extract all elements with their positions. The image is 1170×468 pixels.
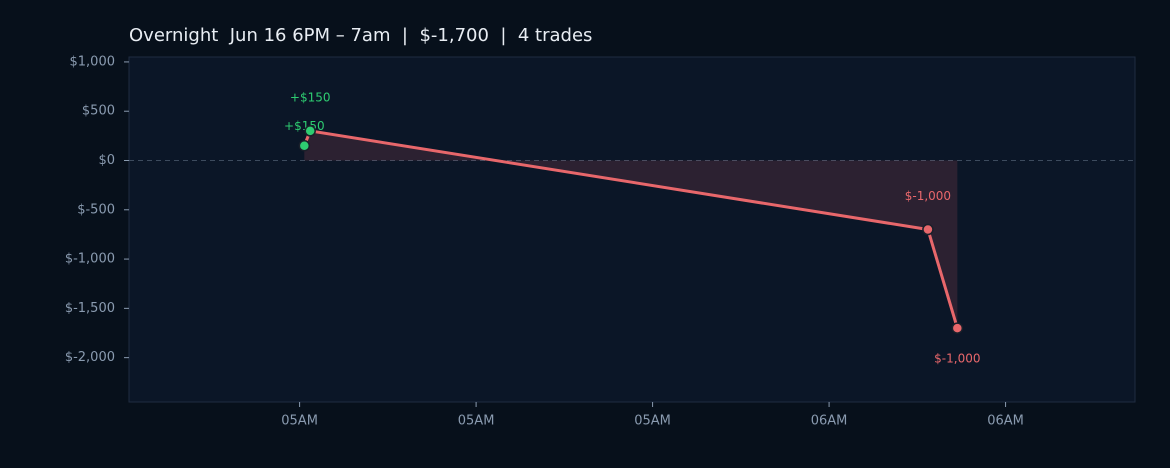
- y-tick-label: $1,000: [70, 54, 116, 69]
- point: [298, 139, 311, 152]
- y-tick-label: $-500: [77, 202, 115, 217]
- area: [304, 130, 958, 329]
- y-tick-label: $-2,000: [65, 350, 115, 365]
- value-label: $-1,000: [934, 352, 980, 366]
- x-tick-label: 05AM: [634, 414, 671, 429]
- x-tick-label: 05AM: [281, 414, 318, 429]
- plot-area: [128, 56, 1136, 403]
- y-tick-label: $-1,000: [65, 252, 115, 267]
- chart-title: Overnight Jun 16 6PM – 7am | $-1,700 | 4…: [129, 25, 592, 46]
- value-label: +$150: [284, 119, 325, 133]
- x-tick-label: 05AM: [458, 414, 495, 429]
- y-tick-label: $500: [82, 104, 115, 119]
- value-label: +$150: [290, 90, 331, 104]
- line: [302, 129, 959, 329]
- y-tick-label: $0: [98, 153, 115, 168]
- x-tick-label: 06AM: [987, 414, 1024, 429]
- point: [304, 125, 316, 137]
- x-tick-label: 06AM: [811, 414, 848, 429]
- point: [951, 322, 964, 334]
- point: [922, 223, 934, 236]
- value-label: $-1,000: [905, 189, 951, 203]
- y-tick-label: $-1,500: [65, 301, 115, 316]
